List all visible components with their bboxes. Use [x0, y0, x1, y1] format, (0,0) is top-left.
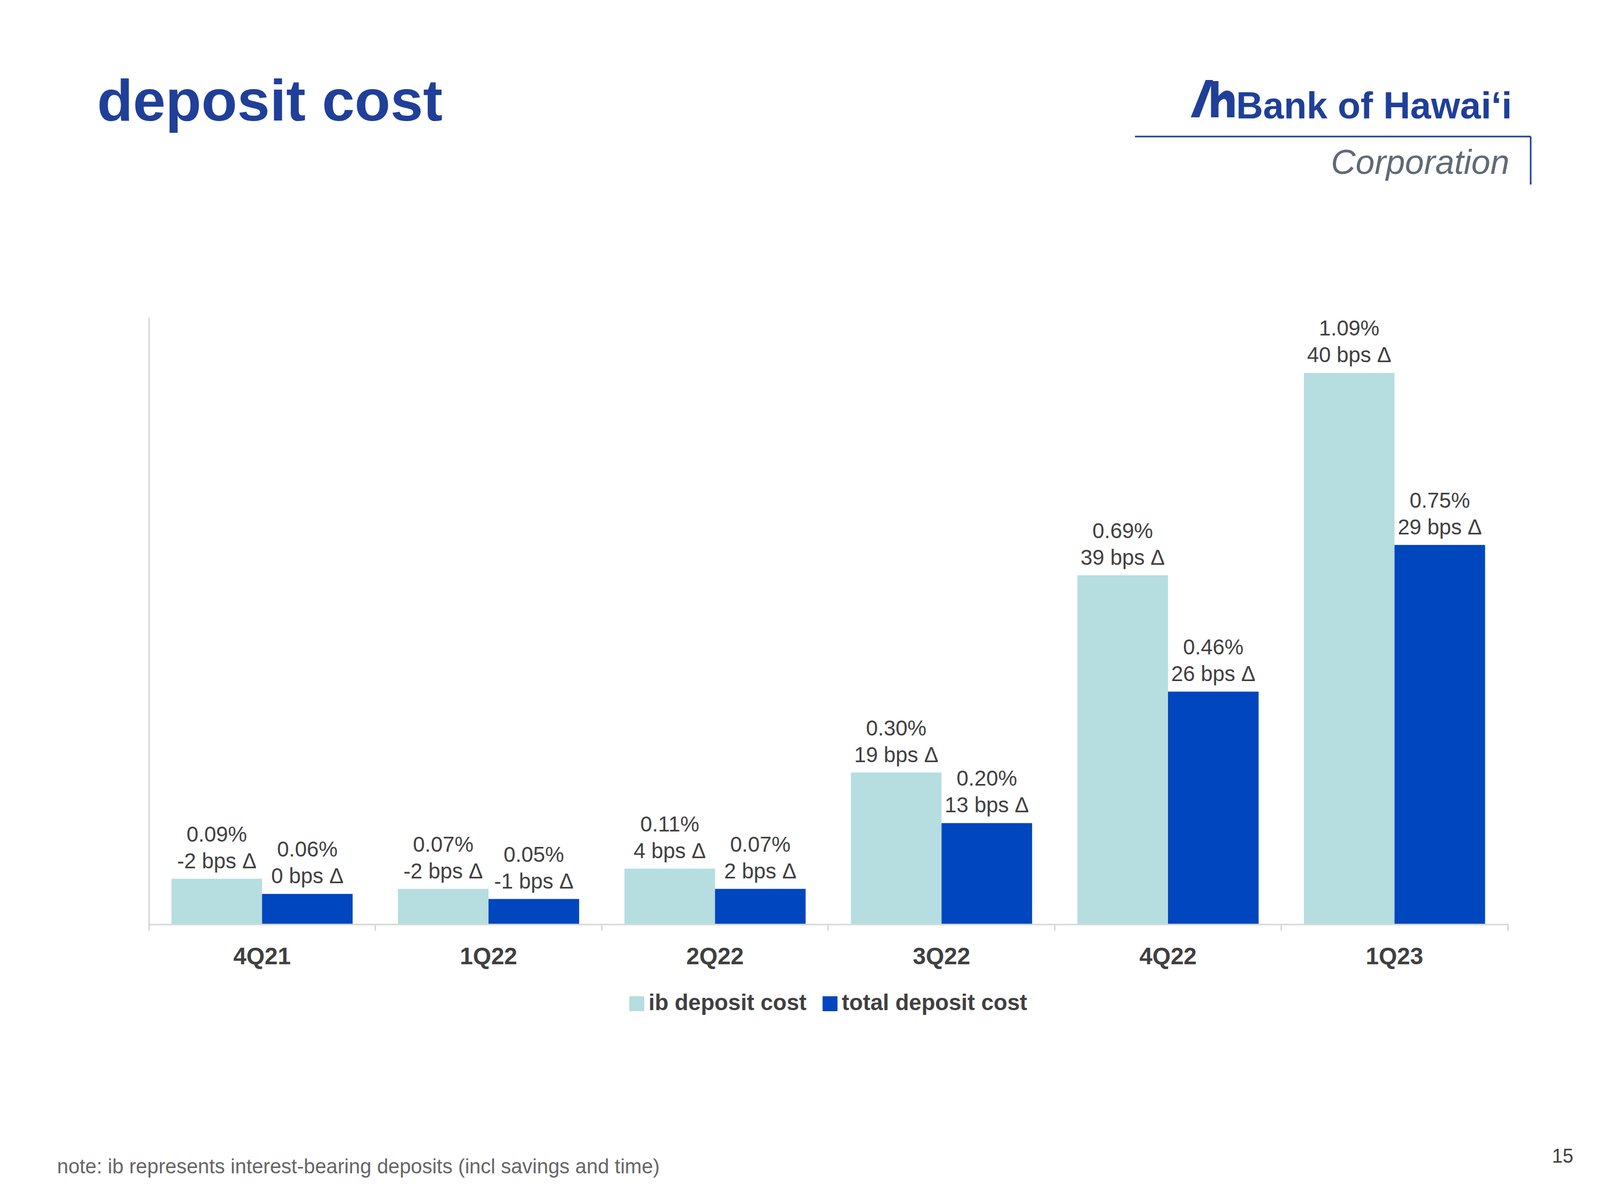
page-number: 15 [1552, 1145, 1574, 1167]
value-label: 0.69% [1092, 518, 1153, 543]
logo-rule [1134, 136, 1531, 138]
value-label: 0.07% [412, 832, 474, 856]
value-label: 0.20% [956, 766, 1018, 790]
x-group-divider [827, 924, 830, 931]
value-label: 0.46% [1182, 635, 1244, 659]
logo-name: Bank of Hawaiʻi [1236, 84, 1512, 127]
x-tick: 4Q22 [1139, 924, 1197, 970]
value-label: 0.11% [640, 812, 700, 836]
delta-label: 26 bps Δ [1171, 661, 1256, 686]
logo-icon [1190, 80, 1235, 118]
bar [715, 889, 806, 925]
delta-label: -2 bps Δ [403, 859, 484, 883]
bar [624, 868, 716, 925]
bar [171, 878, 262, 925]
bar [1394, 545, 1486, 925]
delta-label: 19 bps Δ [853, 742, 939, 767]
logo-icon-stroke [1190, 80, 1214, 118]
legend-label: total deposit cost [841, 989, 1028, 1015]
x-tick-label: 1Q23 [1365, 942, 1424, 970]
bar [850, 772, 942, 925]
delta-label: 2 bps Δ [724, 859, 797, 883]
footnote: note: ib represents interest-bearing dep… [57, 1155, 660, 1178]
x-tick-label: 3Q22 [913, 942, 971, 970]
value-label: 0.75% [1409, 488, 1470, 512]
x-tick: 1Q22 [459, 924, 518, 970]
x-group-divider [374, 924, 376, 931]
title: deposit cost [97, 67, 443, 133]
bar [397, 889, 489, 925]
delta-label: 13 bps Δ [944, 793, 1029, 817]
x-group-divider [1280, 924, 1283, 931]
delta-label: 39 bps Δ [1080, 545, 1165, 570]
delta-label: -1 bps Δ [493, 869, 574, 893]
delta-label: 4 bps Δ [633, 838, 707, 863]
x-tick: 3Q22 [913, 924, 971, 970]
x-group-divider [601, 924, 603, 931]
logo-rule-vertical [1530, 136, 1532, 185]
legend-swatch [822, 996, 838, 1012]
x-axis: 4Q21 1Q22 2Q22 3Q22 4Q22 1Q23 [149, 924, 1509, 970]
y-axis [148, 317, 150, 925]
value-label: 0.05% [503, 842, 564, 867]
bar [1077, 575, 1168, 925]
value-label: 0.09% [186, 822, 247, 846]
value-label: 1.09% [1318, 316, 1380, 340]
value-label: 0.07% [730, 832, 791, 856]
bar [941, 822, 1032, 925]
x-tick: 2Q22 [686, 924, 744, 970]
bar [1304, 372, 1395, 925]
x-tick: 4Q21 [233, 924, 292, 970]
x-tick-label: 4Q22 [1139, 942, 1197, 970]
x-tick-label: 2Q22 [686, 942, 744, 970]
legend: ib deposit cost total deposit cost [629, 989, 1028, 1015]
x-tick-label: 4Q21 [233, 942, 292, 970]
page: deposit cost Bank of Hawaiʻi Corporation 4Q… [0, 0, 1600, 1200]
delta-label: 0 bps Δ [270, 864, 344, 888]
legend-item: ib deposit cost [629, 989, 807, 1015]
bar [1168, 691, 1259, 925]
x-group-divider [1053, 924, 1056, 931]
legend-swatch [629, 996, 645, 1012]
bar [488, 899, 580, 925]
logo-subtitle: Corporation [1331, 142, 1510, 182]
x-tick: 1Q23 [1365, 924, 1424, 970]
legend-label: ib deposit cost [648, 989, 807, 1015]
value-label: 0.30% [866, 716, 927, 740]
delta-label: 40 bps Δ [1307, 342, 1392, 367]
data-labels: 0.09% -2 bps Δ 0.07% -2 bps Δ 0.11%4 bps Δ 0.… [177, 316, 1483, 893]
bar [261, 893, 353, 925]
legend-item: total deposit cost [822, 989, 1028, 1015]
y-axis-line [148, 317, 150, 925]
delta-label: 29 bps Δ [1397, 515, 1483, 539]
value-label: 0.06% [277, 837, 338, 861]
x-tick-label: 1Q22 [459, 942, 518, 970]
logo-icon-h [1211, 81, 1235, 118]
x-axis-line [149, 924, 1509, 932]
bars [171, 372, 1485, 925]
delta-label: -2 bps Δ [177, 849, 257, 873]
